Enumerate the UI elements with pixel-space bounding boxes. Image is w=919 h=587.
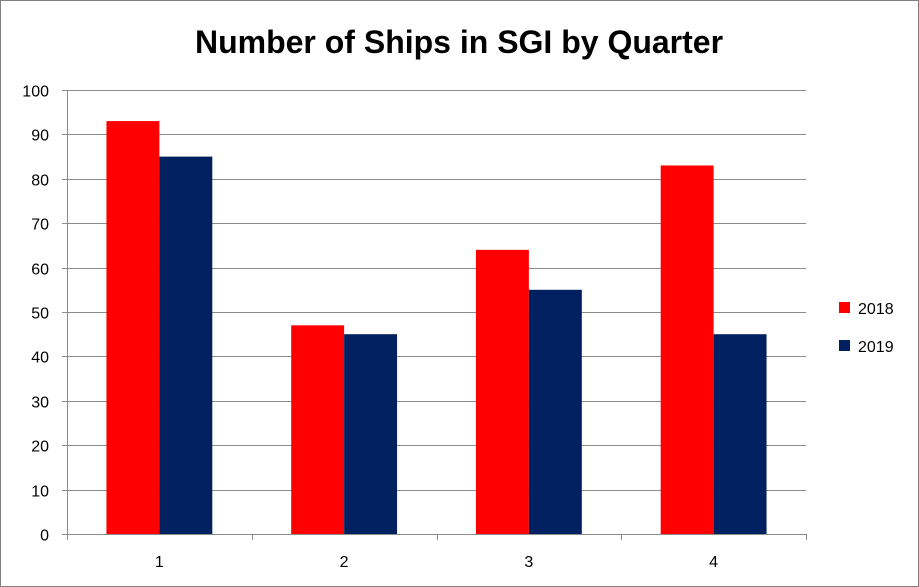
y-tick-label: 0 — [40, 528, 49, 545]
legend-swatch-2019 — [839, 340, 850, 351]
legend-swatch-2018 — [839, 302, 850, 313]
y-tick-label: 50 — [31, 306, 49, 323]
bar-2019-q4 — [713, 334, 767, 534]
bar-2018-q1 — [106, 121, 160, 534]
bar-2019-q3 — [528, 289, 582, 534]
x-tick-label: 2 — [340, 554, 349, 571]
chart-title: Number of Ships in SGI by Quarter — [195, 24, 723, 60]
bar-2018-q4 — [660, 165, 714, 535]
y-tick-label: 70 — [31, 217, 49, 234]
legend-label-2018: 2018 — [858, 301, 894, 318]
y-tick-label: 100 — [22, 84, 49, 101]
legend: 2018 2019 — [839, 301, 894, 356]
y-tick-label: 20 — [31, 439, 49, 456]
y-tick-label: 40 — [31, 350, 49, 367]
y-tick-label: 10 — [31, 484, 49, 501]
y-tick-labels: 0 10 20 30 40 50 60 70 80 90 100 — [22, 84, 49, 545]
x-tick-label: 4 — [709, 554, 718, 571]
y-tick-label: 90 — [31, 128, 49, 145]
x-tick-label: 3 — [524, 554, 533, 571]
y-tick-label: 60 — [31, 262, 49, 279]
bars — [106, 121, 767, 535]
y-tick-label: 30 — [31, 395, 49, 412]
bar-2019-q2 — [344, 334, 398, 534]
legend-label-2019: 2019 — [858, 339, 894, 356]
axes — [62, 90, 807, 540]
y-tick-label: 80 — [31, 173, 49, 190]
bar-2019-q1 — [159, 156, 213, 534]
x-tick-label: 1 — [155, 554, 164, 571]
x-tick-labels: 1 2 3 4 — [155, 554, 718, 571]
bar-2018-q3 — [475, 249, 529, 534]
bar-2018-q2 — [291, 325, 345, 534]
